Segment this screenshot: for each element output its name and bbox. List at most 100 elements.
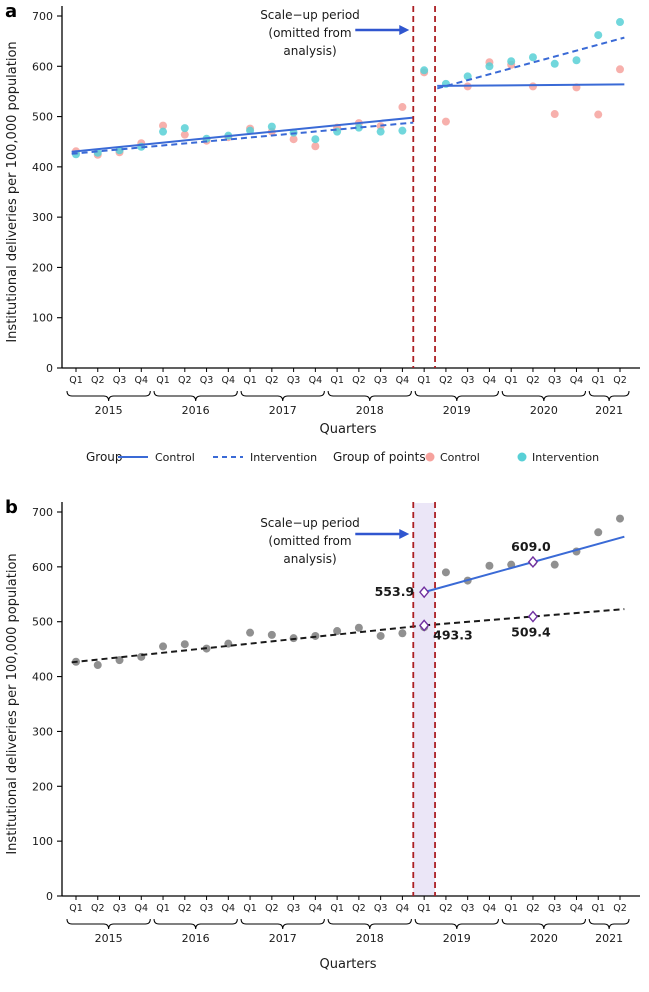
data-point-intervention [311, 135, 320, 144]
quarter-label: Q3 [287, 903, 301, 914]
data-point-control [159, 121, 168, 130]
data-point-observed [550, 560, 559, 569]
legend-point-sample [517, 452, 527, 462]
x-axis-title: Quarters [320, 422, 377, 437]
quarter-label: Q3 [113, 375, 127, 386]
quarter-label: Q1 [69, 903, 83, 914]
panel-b-label: b [5, 497, 18, 518]
data-point-control [289, 135, 298, 144]
data-point-intervention [550, 59, 559, 68]
data-point-observed [115, 656, 124, 665]
data-point-observed [594, 528, 603, 537]
x-axis-title: Quarters [320, 957, 377, 972]
quarter-label: Q1 [330, 903, 344, 914]
quarter-label: Q1 [591, 903, 605, 914]
annotation-arrow-head [399, 529, 410, 539]
y-tick-label: 600 [32, 561, 53, 574]
value-marker-diamond [419, 619, 430, 632]
data-point-observed [180, 640, 189, 649]
data-point-intervention [398, 126, 407, 135]
quarter-label: Q3 [374, 903, 388, 914]
data-point-observed [246, 628, 255, 637]
fit-line-counterfactual [71, 624, 425, 664]
data-point-intervention [246, 126, 255, 135]
quarter-label: Q3 [461, 903, 475, 914]
data-point-observed [376, 631, 385, 640]
data-point-observed [398, 629, 407, 638]
data-point-intervention [572, 56, 581, 65]
y-axis-title: Institutional deliveries per 100,000 pop… [5, 41, 20, 342]
year-brace [240, 390, 325, 402]
data-point-control [398, 103, 407, 112]
quarter-label: Q4 [309, 375, 323, 386]
quarter-label: Q2 [526, 903, 540, 914]
quarter-label: Q2 [613, 903, 627, 914]
year-brace [588, 918, 630, 930]
quarter-label: Q4 [396, 903, 410, 914]
quarter-label: Q1 [504, 375, 518, 386]
panel-b: b 0 100 200 300 400 500 600 700 Q1 Q2 Q3 Q4 Q1 Q2 Q3 Q4… [0, 496, 649, 992]
quarter-label: Q1 [504, 903, 518, 914]
quarter-label: Q2 [178, 903, 192, 914]
quarter-label: Q3 [113, 903, 127, 914]
data-point-observed [93, 661, 102, 670]
quarter-label: Q1 [69, 375, 83, 386]
data-point-intervention [594, 31, 603, 40]
data-point-observed [267, 630, 276, 639]
quarter-label: Q2 [352, 903, 366, 914]
fit-line-control [437, 83, 625, 87]
scale-up-annotation: Scale−up period [260, 516, 360, 530]
quarter-label: Q1 [156, 375, 170, 386]
legend-line-label: Control [155, 451, 195, 464]
year-label: 2018 [356, 932, 384, 945]
quarter-label: Q2 [178, 375, 192, 386]
y-tick-label: 400 [32, 161, 53, 174]
scale-up-annotation: analysis) [283, 552, 336, 566]
y-tick-label: 600 [32, 60, 53, 73]
legend-point-label: Intervention [532, 451, 599, 464]
data-point-observed [485, 561, 494, 570]
year-label: 2015 [95, 404, 123, 417]
panel-a-label: a [5, 1, 18, 22]
quarter-label: Q2 [265, 903, 279, 914]
data-point-observed [441, 568, 450, 577]
y-tick-label: 400 [32, 671, 53, 684]
year-label: 2019 [443, 404, 471, 417]
scale-up-band [413, 503, 436, 896]
year-brace [327, 390, 412, 402]
y-tick-label: 700 [32, 10, 53, 23]
fit-line-intervention [423, 535, 625, 594]
panel-a-chart: 0 100 200 300 400 500 600 700 Q1 Q2 Q3 Q4 Q1 Q2 Q3 Q4 Q1… [5, 6, 640, 464]
year-label: 2021 [595, 932, 623, 945]
value-marker-diamond [527, 610, 539, 623]
quarter-label: Q1 [417, 375, 431, 386]
legend-line-label: Intervention [250, 451, 317, 464]
quarter-label: Q2 [352, 375, 366, 386]
scale-up-annotation: (omitted from [268, 534, 351, 548]
data-point-intervention [528, 53, 537, 62]
data-point-intervention [354, 123, 363, 132]
data-point-intervention [485, 62, 494, 71]
quarter-label: Q4 [570, 375, 584, 386]
year-brace [588, 390, 630, 402]
quarter-label: Q2 [439, 375, 453, 386]
data-point-control [528, 82, 537, 91]
year-label: 2021 [595, 404, 623, 417]
quarter-label: Q4 [135, 903, 149, 914]
year-label: 2017 [269, 404, 297, 417]
year-label: 2018 [356, 404, 384, 417]
quarter-label: Q1 [591, 375, 605, 386]
data-point-observed [616, 514, 624, 523]
panel-a: a 0 100 200 300 400 500 600 700 Q1 Q2 Q3 Q4 Q1 Q2 Q3 Q4… [5, 1, 640, 464]
y-tick-label: 100 [32, 835, 53, 848]
quarter-label: Q1 [330, 375, 344, 386]
data-point-control [441, 117, 450, 126]
quarter-label: Q2 [526, 375, 540, 386]
year-label: 2017 [269, 932, 297, 945]
scale-up-annotation: Scale−up period [260, 8, 360, 22]
y-tick-label: 200 [32, 261, 53, 274]
year-brace [414, 918, 499, 930]
year-brace [153, 918, 238, 930]
y-tick-label: 500 [32, 111, 53, 124]
